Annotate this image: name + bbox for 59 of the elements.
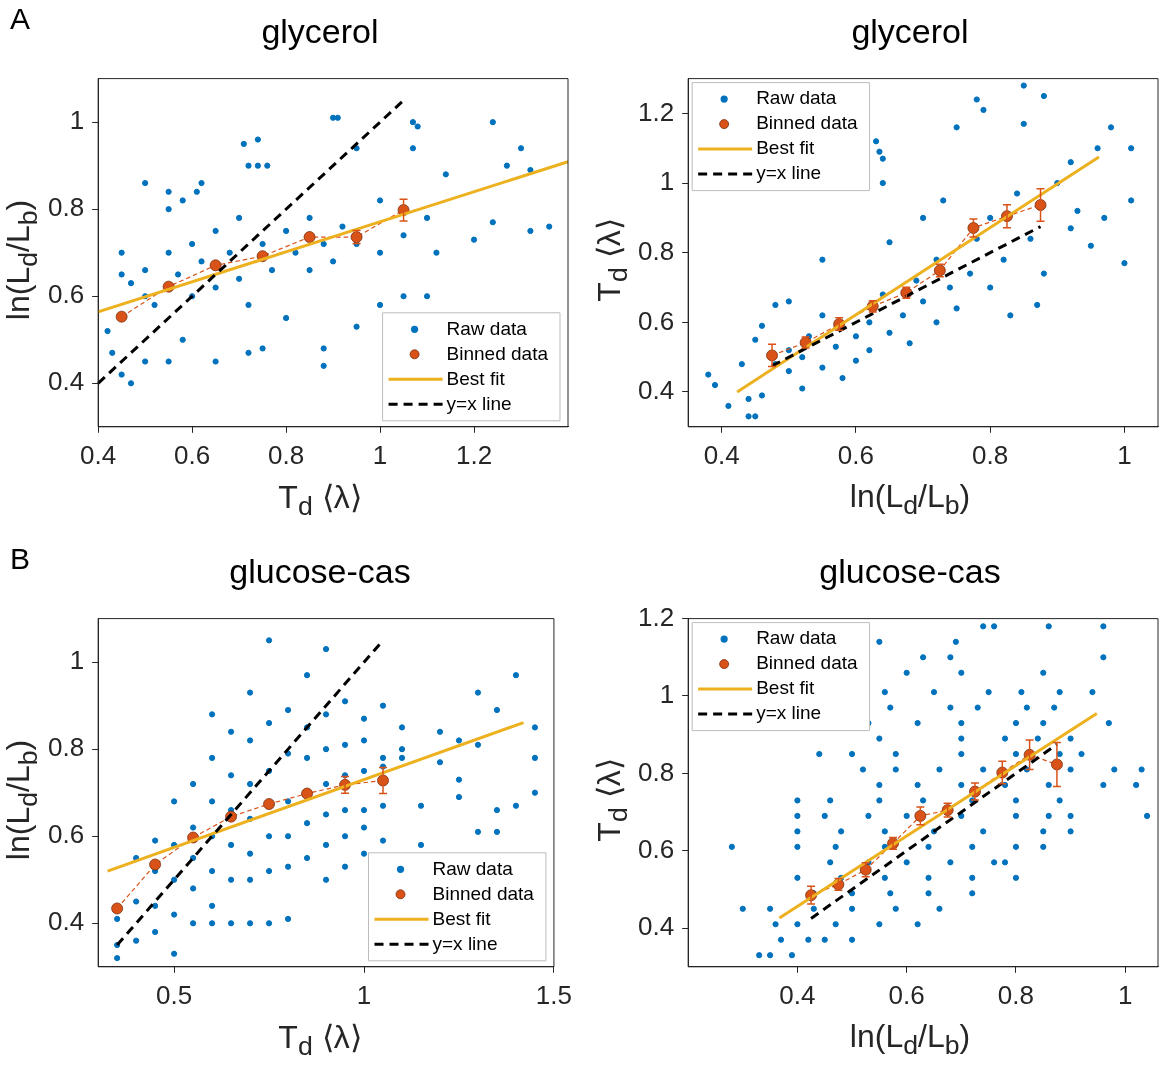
legend-label: Binned data <box>756 112 858 134</box>
x-tick-label: 0.8 <box>268 439 305 470</box>
y-tick-label: 0.8 <box>637 756 675 787</box>
x-axis-title: ln(L$_{d}$/L$_{b}$) <box>848 478 972 522</box>
text: A <box>10 2 31 36</box>
y-tick-label: 0.6 <box>47 819 85 850</box>
legend-label: Best fit <box>432 907 492 929</box>
chart-title: glycerol <box>850 12 970 51</box>
chart-title: glucose-cas <box>228 552 412 591</box>
y-tick-label: 1 <box>69 105 85 136</box>
x-tick-label: 1 <box>356 979 372 1010</box>
legend-label: y=x line <box>756 702 822 724</box>
y-tick-label: 0.6 <box>637 833 675 864</box>
y-tick-label: 0.8 <box>637 235 675 266</box>
x-tick-label: 0.4 <box>779 979 816 1010</box>
y-tick-label: 1 <box>659 679 675 710</box>
legend-label: y=x line <box>446 392 512 414</box>
y-tick-label: 1.2 <box>637 96 675 127</box>
x-tick-label: 1 <box>1117 439 1132 470</box>
chart-title: glycerol <box>260 12 380 51</box>
x-tick-label: 1.2 <box>455 439 493 470</box>
x-axis-title: ln(L$_{d}$/L$_{b}$) <box>848 1018 972 1062</box>
x-tick-label: 0.6 <box>174 439 211 470</box>
x-tick-label: 0.6 <box>888 979 925 1010</box>
y-tick-label: 1.2 <box>637 601 675 632</box>
legend-label: Raw data <box>446 317 528 339</box>
y-tick-label: 0.4 <box>637 911 675 942</box>
x-tick-label: 0.8 <box>972 439 1009 470</box>
legend-label: Raw data <box>756 627 837 649</box>
y-tick-label: 1 <box>659 166 675 197</box>
y-tick-label: 0.6 <box>637 305 675 336</box>
legend-label: Raw data <box>756 87 837 109</box>
chart-title: glucose-cas <box>818 552 1002 591</box>
text: B <box>10 542 31 576</box>
legend-label: Raw data <box>432 857 514 879</box>
y-tick-label: 0.8 <box>47 732 85 763</box>
x-tick-label: 0.6 <box>837 439 875 470</box>
legend-label: Binned data <box>446 342 549 364</box>
legend-label: Best fit <box>446 367 506 389</box>
legend-label: Binned data <box>756 652 858 674</box>
x-axis-title: T$_{d}$ ⟨λ⟩ <box>277 1018 363 1063</box>
y-tick-label: 0.8 <box>47 192 85 223</box>
legend-label: Binned data <box>432 882 535 904</box>
x-tick-label: 0.5 <box>156 979 193 1010</box>
x-tick-label: 1 <box>372 439 388 470</box>
y-tick-label: 0.4 <box>637 375 675 406</box>
x-tick-label: 0.4 <box>703 439 740 470</box>
x-axis-title: T$_{d}$ ⟨λ⟩ <box>277 478 363 523</box>
x-tick-label: 0.8 <box>997 979 1035 1010</box>
y-tick-label: 0.4 <box>47 906 85 937</box>
x-tick-label: 1 <box>1117 979 1133 1010</box>
legend-label: y=x line <box>756 162 822 184</box>
x-tick-label: 1.5 <box>535 979 573 1010</box>
y-tick-label: 0.6 <box>47 279 85 310</box>
y-tick-label: 1 <box>69 645 85 676</box>
legend-label: Best fit <box>756 677 815 699</box>
legend-label: Best fit <box>756 137 815 159</box>
y-tick-label: 0.4 <box>47 366 85 397</box>
legend-label: y=x line <box>432 932 498 954</box>
